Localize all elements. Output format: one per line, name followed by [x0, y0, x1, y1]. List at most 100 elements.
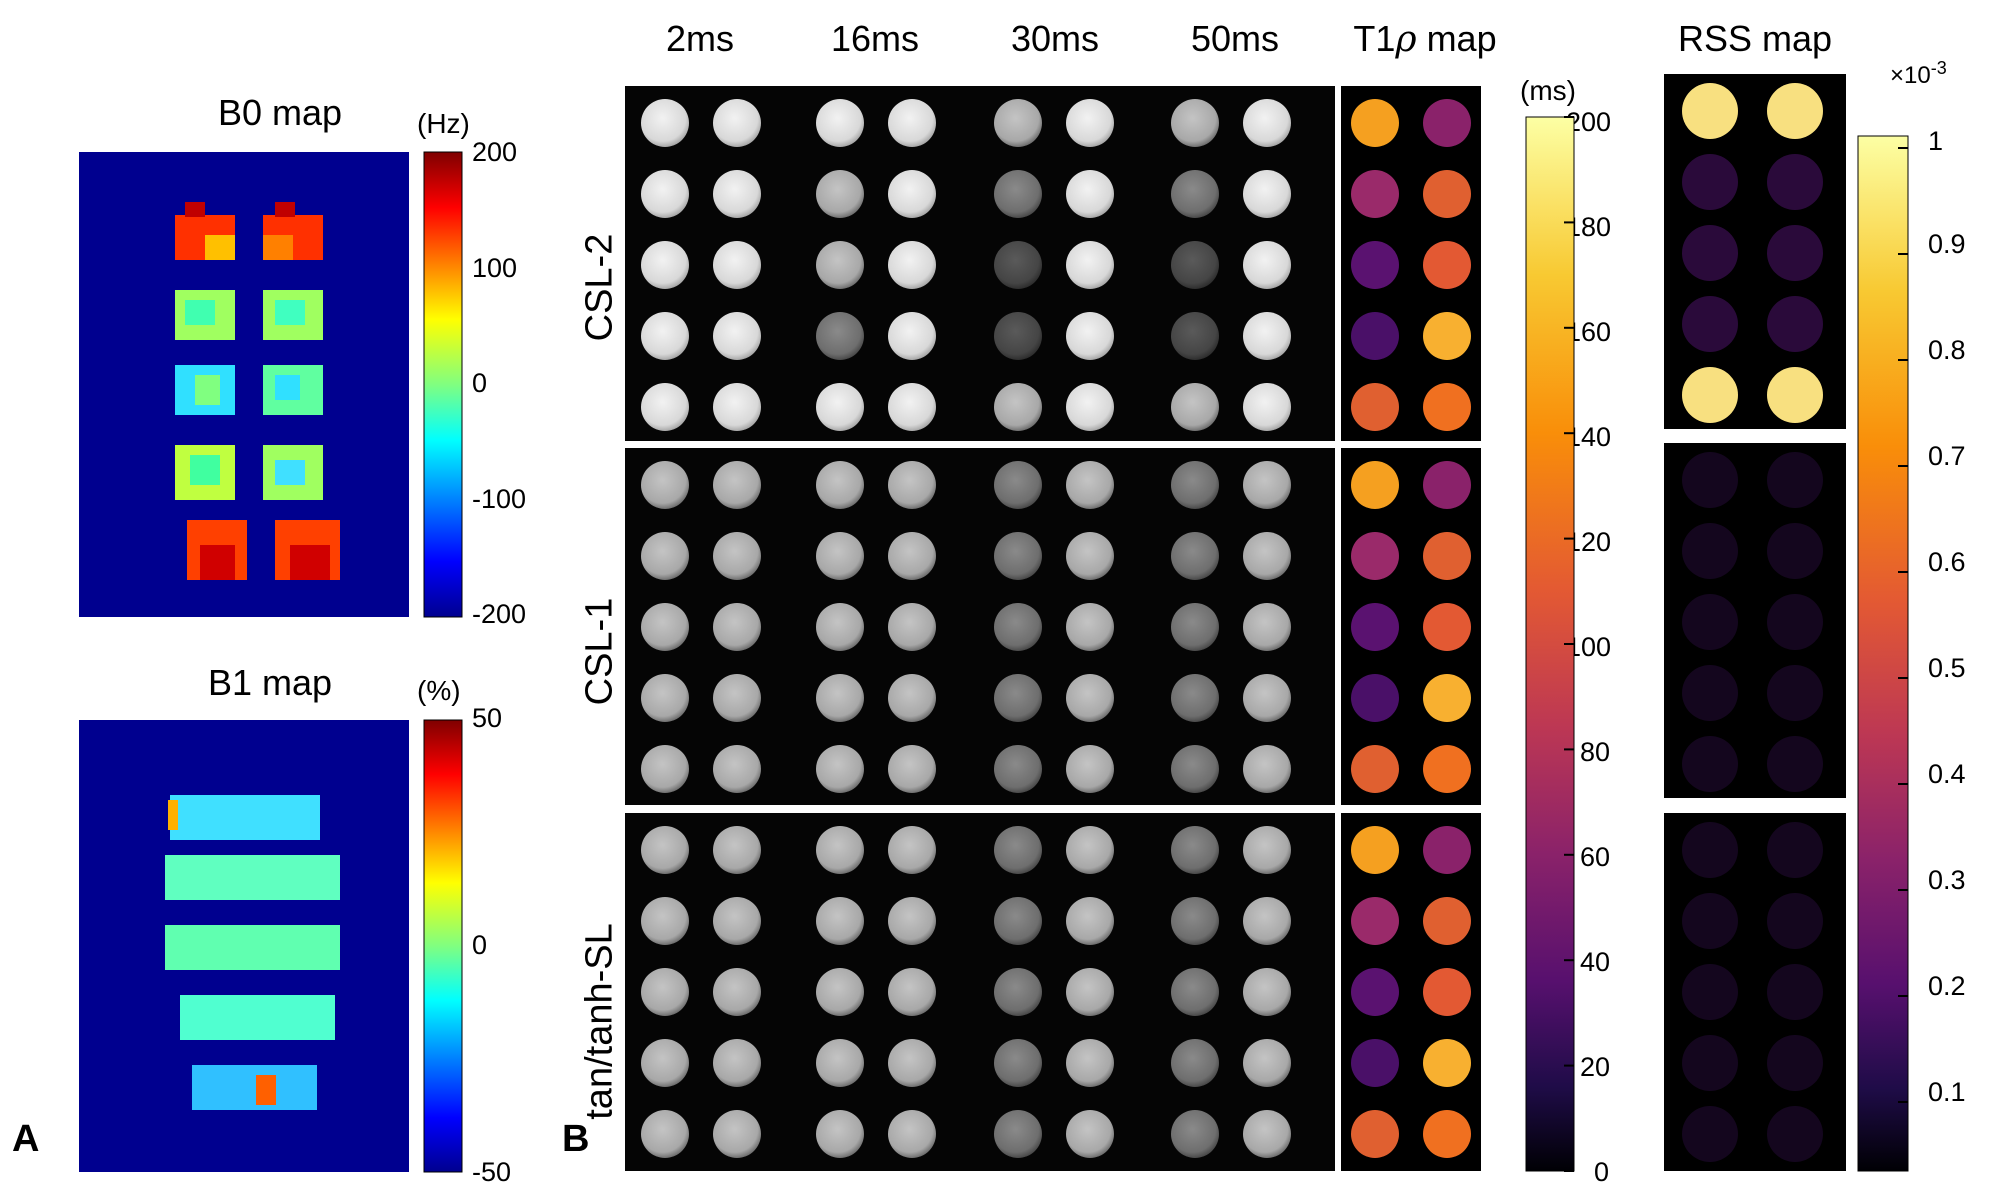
phantom-disc-right — [1243, 532, 1291, 580]
phantom-disc-right — [713, 1110, 761, 1158]
phantom-disc-right — [1243, 241, 1291, 289]
t1rho-disc-left — [1351, 826, 1399, 874]
t1rho-disc-right — [1423, 674, 1471, 722]
b1-colorbar — [423, 719, 463, 1173]
phantom-discs — [641, 83, 1823, 1162]
phantom-disc-right — [1066, 532, 1114, 580]
phantom-disc-right — [1243, 968, 1291, 1016]
rss-tick: 0.1 — [1928, 1077, 1966, 1107]
rss-disc-right — [1767, 452, 1823, 508]
rss-multiplier-prefix: ×10 — [1890, 62, 1931, 89]
phantom-disc-right — [713, 897, 761, 945]
rss-disc-left — [1682, 83, 1738, 139]
rss-disc-right — [1767, 367, 1823, 423]
phantom-disc-right — [713, 532, 761, 580]
b0-map-title: B0 map — [217, 92, 343, 133]
colorbar-tick-marks — [1564, 116, 1908, 1172]
t1rho-unit-label: (ms) — [1520, 75, 1576, 106]
t1rho-disc-right — [1423, 826, 1471, 874]
phantom-disc-right — [1243, 461, 1291, 509]
phantom-disc-right — [1066, 241, 1114, 289]
phantom-disc-right — [713, 241, 761, 289]
phantom-disc-left — [816, 461, 864, 509]
t1rho-tick: 0 — [1594, 1157, 1610, 1187]
phantom-disc-left — [816, 968, 864, 1016]
rss-disc-right — [1767, 665, 1823, 721]
phantom-disc-right — [888, 897, 936, 945]
rss-disc-left — [1682, 154, 1738, 210]
phantom-disc-left — [994, 170, 1042, 218]
phantom-disc-right — [713, 170, 761, 218]
t1rho-disc-left — [1351, 99, 1399, 147]
phantom-disc-right — [713, 603, 761, 651]
phantom-disc-right — [888, 99, 936, 147]
rss-disc-right — [1767, 83, 1823, 139]
phantom-disc-left — [816, 383, 864, 431]
t1rho-disc-right — [1423, 532, 1471, 580]
phantom-disc-left — [641, 826, 689, 874]
phantom-disc-right — [1066, 826, 1114, 874]
rss-disc-left — [1682, 822, 1738, 878]
phantom-disc-right — [713, 968, 761, 1016]
b1-unit-label: (%) — [417, 675, 461, 706]
phantom-disc-right — [1066, 1110, 1114, 1158]
phantom-disc-right — [888, 1110, 936, 1158]
phantom-disc-right — [1243, 603, 1291, 651]
phantom-disc-left — [994, 826, 1042, 874]
phantom-disc-left — [641, 383, 689, 431]
panel-a-letter: A — [12, 1118, 40, 1160]
b0-tick: 100 — [472, 253, 518, 283]
b1-tick: -50 — [472, 1157, 512, 1187]
phantom-disc-right — [1066, 897, 1114, 945]
t1rho-disc-left — [1351, 745, 1399, 793]
phantom-disc-left — [641, 603, 689, 651]
phantom-disc-right — [713, 674, 761, 722]
phantom-disc-left — [1171, 170, 1219, 218]
b1-tick: 0 — [472, 930, 488, 960]
phantom-disc-left — [816, 745, 864, 793]
phantom-disc-right — [1066, 674, 1114, 722]
phantom-disc-left — [1171, 461, 1219, 509]
t1rho-disc-right — [1423, 897, 1471, 945]
phantom-disc-left — [1171, 99, 1219, 147]
rss-tick: 1 — [1928, 126, 1944, 156]
rss-disc-right — [1767, 154, 1823, 210]
rss-disc-left — [1682, 225, 1738, 281]
t1rho-disc-right — [1423, 1110, 1471, 1158]
phantom-disc-left — [1171, 383, 1219, 431]
phantom-disc-right — [713, 826, 761, 874]
phantom-disc-right — [888, 170, 936, 218]
t1rho-disc-right — [1423, 383, 1471, 431]
phantom-disc-left — [816, 532, 864, 580]
phantom-disc-right — [1066, 603, 1114, 651]
rss-multiplier: ×10-3 — [1890, 58, 1947, 90]
b0-tick: 0 — [472, 368, 488, 398]
phantom-disc-left — [994, 1110, 1042, 1158]
phantom-disc-left — [641, 461, 689, 509]
phantom-disc-left — [816, 674, 864, 722]
rss-disc-right — [1767, 225, 1823, 281]
b1-tick: 50 — [472, 703, 503, 733]
t1rho-map-title: T1ρ map — [1335, 18, 1515, 60]
phantom-disc-left — [641, 312, 689, 360]
phantom-disc-right — [1243, 312, 1291, 360]
panel-b-letter: B — [562, 1118, 590, 1160]
column-label-30ms: 30ms — [1010, 18, 1100, 59]
rss-disc-left — [1682, 452, 1738, 508]
t1rho-disc-left — [1351, 603, 1399, 651]
phantom-disc-left — [816, 1039, 864, 1087]
phantom-disc-right — [1066, 99, 1114, 147]
phantom-disc-left — [641, 532, 689, 580]
phantom-disc-left — [994, 99, 1042, 147]
t1rho-disc-left — [1351, 170, 1399, 218]
phantom-disc-right — [1243, 170, 1291, 218]
rss-disc-left — [1682, 367, 1738, 423]
t1rho-tick: 20 — [1580, 1052, 1611, 1082]
phantom-disc-right — [713, 461, 761, 509]
t1rho-title-rest: map — [1416, 18, 1497, 59]
b0-unit-label: (Hz) — [417, 108, 470, 139]
t1rho-disc-left — [1351, 1039, 1399, 1087]
phantom-disc-right — [1243, 674, 1291, 722]
rss-multiplier-exp: -3 — [1930, 58, 1947, 78]
